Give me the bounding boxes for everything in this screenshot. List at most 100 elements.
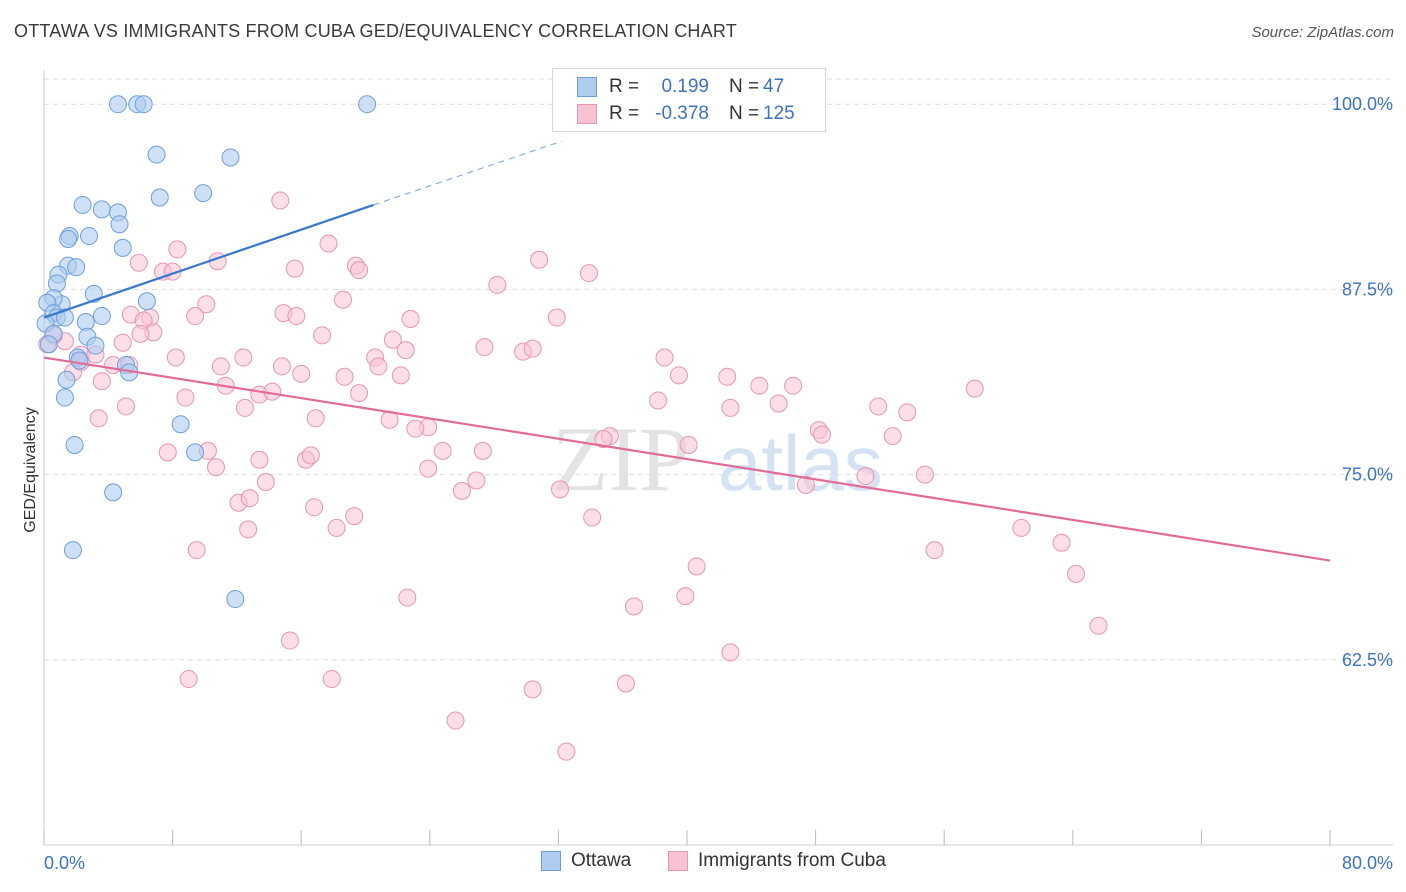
data-point-cuba: [624, 597, 643, 616]
data-point-ottawa: [186, 443, 205, 462]
data-point-cuba: [433, 441, 452, 460]
data-point-cuba: [333, 290, 352, 309]
data-point-cuba: [475, 338, 494, 357]
data-point-cuba: [197, 295, 216, 314]
data-point-cuba: [391, 366, 410, 385]
axes: [43, 70, 1393, 846]
data-point-cuba: [551, 480, 570, 499]
legend-swatch-cuba: [668, 851, 688, 871]
data-point-cuba: [89, 409, 108, 428]
data-point-cuba: [235, 398, 254, 417]
legend-item-cuba[interactable]: Immigrants from Cuba: [668, 850, 886, 872]
data-point-cuba: [1012, 518, 1031, 537]
legend-label-cuba: Immigrants from Cuba: [698, 850, 886, 871]
legend-n-value: 125: [763, 103, 795, 124]
data-point-cuba: [240, 489, 259, 508]
data-point-cuba: [687, 557, 706, 576]
legend-row-cuba: R = -0.378 N = 125: [553, 100, 803, 128]
data-point-cuba: [1067, 564, 1086, 583]
data-point-cuba: [345, 507, 364, 526]
data-point-cuba: [271, 191, 290, 210]
data-point-cuba: [396, 341, 415, 360]
chart-title: OTTAWA VS IMMIGRANTS FROM CUBA GED/EQUIV…: [14, 21, 737, 41]
data-point-cuba: [676, 587, 695, 606]
data-point-cuba: [272, 357, 291, 376]
data-point-cuba: [113, 333, 132, 352]
data-point-cuba: [239, 520, 258, 539]
data-point-ottawa: [171, 415, 190, 434]
data-point-cuba: [168, 240, 187, 259]
data-point-cuba: [883, 427, 902, 446]
legend-n-label: N =: [729, 76, 760, 97]
data-point-cuba: [401, 310, 420, 329]
data-point-cuba: [166, 348, 185, 367]
watermark: ZIP atlas: [552, 408, 883, 510]
data-point-cuba: [116, 397, 135, 416]
data-point-cuba: [319, 234, 338, 253]
data-point-cuba: [579, 264, 598, 283]
data-point-ottawa: [92, 307, 111, 326]
data-point-cuba: [583, 508, 602, 527]
data-point-ottawa: [67, 258, 86, 277]
data-point-ottawa: [86, 336, 105, 355]
data-point-cuba: [530, 250, 549, 269]
data-point-cuba: [813, 425, 832, 444]
trend-line-ottawa: [43, 203, 374, 319]
data-point-cuba: [280, 631, 299, 650]
legend-swatch-ottawa: [541, 851, 561, 871]
legend-row-ottawa: R = 0.199 N = 47: [553, 73, 803, 101]
data-point-cuba: [649, 391, 668, 410]
data-point-cuba: [256, 473, 275, 492]
trend-lines: [43, 140, 1331, 562]
y-axis-title: GED/Equivalency: [22, 407, 39, 533]
y-tick-labels: 62.5% 75.0% 87.5% 100.0%: [1332, 94, 1393, 670]
data-point-cuba: [796, 475, 815, 494]
series-legend: Ottawa Immigrants from Cuba: [0, 850, 1406, 878]
data-point-cuba: [679, 435, 698, 454]
data-point-cuba: [784, 376, 803, 395]
gridlines: [44, 78, 1393, 661]
data-point-cuba: [1052, 533, 1071, 552]
trend-line-cuba: [43, 356, 1331, 562]
y-tick-label: 62.5%: [1342, 650, 1393, 670]
data-point-cuba: [769, 394, 788, 413]
legend-item-ottawa[interactable]: Ottawa: [541, 850, 631, 872]
data-point-cuba: [207, 458, 226, 477]
data-point-cuba: [594, 430, 613, 449]
data-point-cuba: [721, 643, 740, 662]
stats-legend: R = 0.199 N = 47 R = -0.378 N = 125: [552, 68, 826, 132]
legend-swatch-ottawa: [577, 77, 597, 97]
data-point-ottawa: [147, 145, 166, 164]
data-point-cuba: [655, 348, 674, 367]
data-point-ottawa: [110, 215, 129, 234]
data-point-cuba: [176, 388, 195, 407]
data-point-ottawa: [92, 200, 111, 219]
data-point-cuba: [179, 670, 198, 689]
data-point-cuba: [350, 384, 369, 403]
data-point-ottawa: [104, 483, 123, 502]
data-point-cuba: [287, 307, 306, 326]
data-point-ottawa: [55, 388, 74, 407]
data-point-ottawa: [76, 312, 95, 331]
trend-line-ottawa-extension: [373, 140, 562, 206]
data-point-cuba: [557, 742, 576, 761]
y-tick-label: 87.5%: [1342, 279, 1393, 299]
data-point-cuba: [965, 379, 984, 398]
data-point-cuba: [488, 275, 507, 294]
data-point-ottawa: [113, 238, 132, 257]
data-point-cuba: [750, 376, 769, 395]
data-point-cuba: [313, 326, 332, 345]
data-point-cuba: [305, 498, 324, 517]
legend-label-ottawa: Ottawa: [571, 850, 632, 871]
data-point-cuba: [250, 450, 269, 469]
x-ticks: 0.0% 80.0%: [43, 830, 1393, 873]
data-point-cuba: [285, 259, 304, 278]
data-point-cuba: [446, 711, 465, 730]
data-point-cuba: [187, 541, 206, 560]
data-point-cuba: [721, 398, 740, 417]
data-point-cuba: [452, 481, 471, 500]
data-point-cuba: [419, 459, 438, 478]
data-point-ottawa: [150, 188, 169, 207]
data-point-cuba: [211, 357, 230, 376]
